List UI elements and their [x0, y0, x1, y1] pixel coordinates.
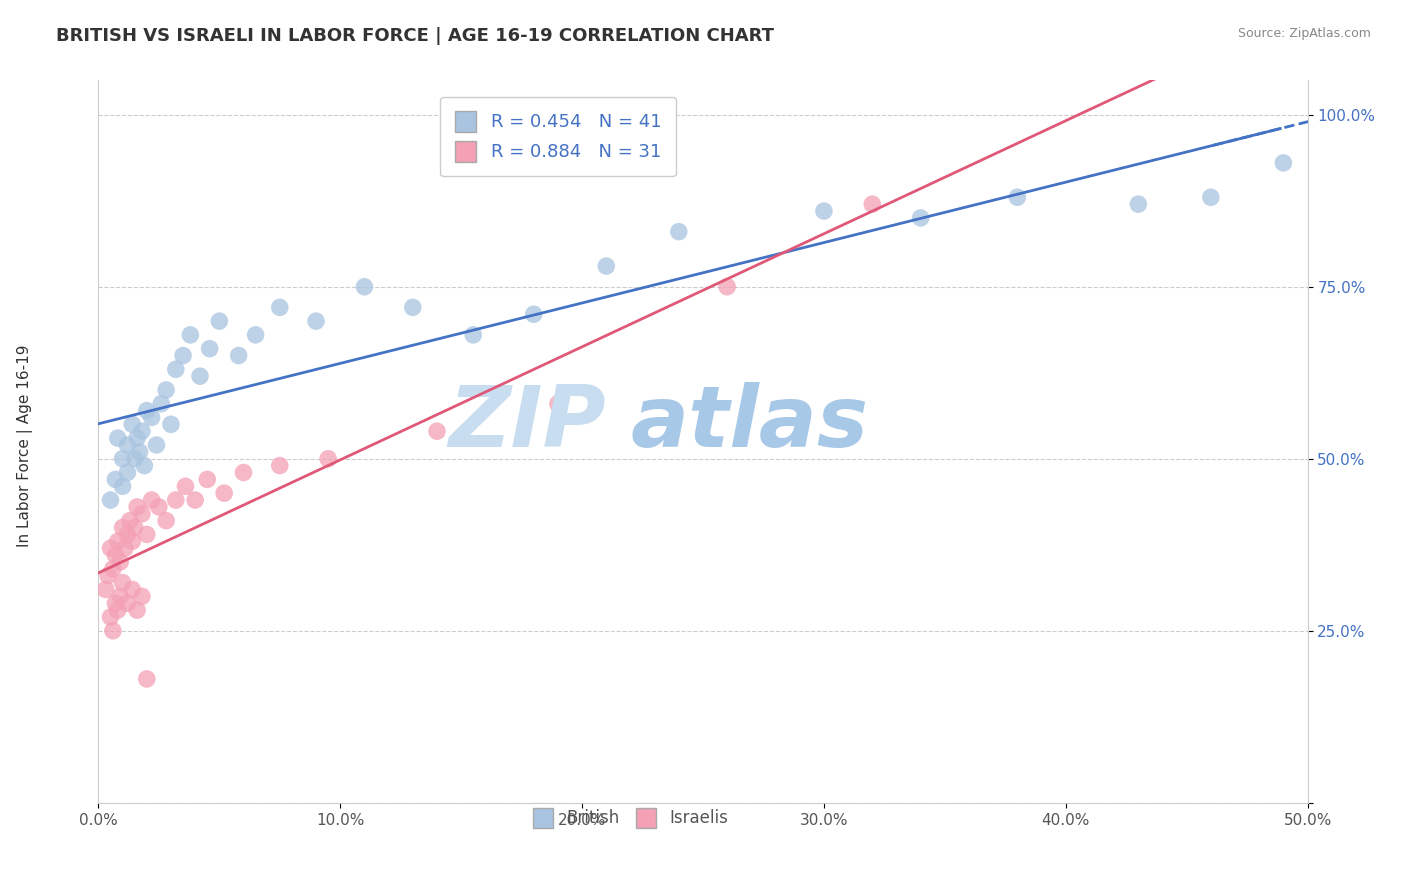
- Point: [107, 431, 129, 445]
- Point: [860, 197, 883, 211]
- Point: [117, 527, 139, 541]
- Point: [172, 349, 194, 363]
- Point: [155, 514, 177, 528]
- Point: [353, 279, 375, 293]
- Point: [813, 204, 835, 219]
- Point: [131, 424, 153, 438]
- Point: [402, 301, 425, 315]
- Point: [111, 575, 134, 590]
- Point: [121, 582, 143, 597]
- Point: [121, 534, 143, 549]
- Point: [269, 301, 291, 315]
- Point: [184, 493, 207, 508]
- Point: [107, 534, 129, 549]
- Text: atlas: atlas: [630, 382, 869, 465]
- Point: [104, 596, 127, 610]
- Point: [595, 259, 617, 273]
- Point: [104, 548, 127, 562]
- Text: ZIP: ZIP: [449, 382, 606, 465]
- Point: [111, 479, 134, 493]
- Point: [104, 472, 127, 486]
- Point: [208, 314, 231, 328]
- Point: [212, 486, 235, 500]
- Text: BRITISH VS ISRAELI IN LABOR FORCE | AGE 16-19 CORRELATION CHART: BRITISH VS ISRAELI IN LABOR FORCE | AGE …: [56, 27, 775, 45]
- Point: [145, 438, 167, 452]
- Point: [179, 327, 201, 342]
- Point: [127, 603, 149, 617]
- Point: [117, 596, 139, 610]
- Point: [94, 582, 117, 597]
- Point: [716, 279, 738, 293]
- Point: [910, 211, 932, 225]
- Point: [668, 225, 690, 239]
- Point: [141, 410, 163, 425]
- Point: [135, 403, 157, 417]
- Point: [198, 342, 221, 356]
- Point: [117, 466, 139, 480]
- Point: [174, 479, 197, 493]
- Legend: British, Israelis: British, Israelis: [526, 802, 735, 834]
- Point: [128, 445, 150, 459]
- Point: [188, 369, 211, 384]
- Point: [127, 431, 149, 445]
- Point: [101, 624, 124, 638]
- Point: [134, 458, 156, 473]
- Point: [245, 327, 267, 342]
- Point: [1272, 156, 1295, 170]
- Point: [463, 327, 485, 342]
- Point: [135, 527, 157, 541]
- Point: [155, 383, 177, 397]
- Point: [131, 590, 153, 604]
- Point: [141, 493, 163, 508]
- Point: [100, 610, 122, 624]
- Point: [100, 493, 122, 508]
- Point: [135, 672, 157, 686]
- Point: [195, 472, 218, 486]
- Text: Source: ZipAtlas.com: Source: ZipAtlas.com: [1237, 27, 1371, 40]
- Point: [117, 438, 139, 452]
- Text: In Labor Force | Age 16-19: In Labor Force | Age 16-19: [17, 344, 34, 548]
- Point: [108, 555, 131, 569]
- Point: [316, 451, 339, 466]
- Point: [1007, 190, 1029, 204]
- Point: [114, 541, 136, 556]
- Point: [127, 500, 149, 514]
- Point: [150, 397, 173, 411]
- Point: [118, 514, 141, 528]
- Point: [228, 349, 250, 363]
- Point: [121, 417, 143, 432]
- Point: [131, 507, 153, 521]
- Point: [165, 362, 187, 376]
- Point: [523, 307, 546, 321]
- Point: [305, 314, 328, 328]
- Point: [97, 568, 120, 582]
- Point: [1199, 190, 1222, 204]
- Point: [100, 541, 122, 556]
- Point: [111, 520, 134, 534]
- Point: [148, 500, 170, 514]
- Point: [101, 562, 124, 576]
- Point: [547, 397, 569, 411]
- Point: [107, 603, 129, 617]
- Point: [1128, 197, 1150, 211]
- Point: [124, 451, 146, 466]
- Point: [165, 493, 187, 508]
- Point: [269, 458, 291, 473]
- Point: [124, 520, 146, 534]
- Point: [111, 451, 134, 466]
- Point: [232, 466, 254, 480]
- Point: [160, 417, 183, 432]
- Point: [108, 590, 131, 604]
- Point: [426, 424, 449, 438]
